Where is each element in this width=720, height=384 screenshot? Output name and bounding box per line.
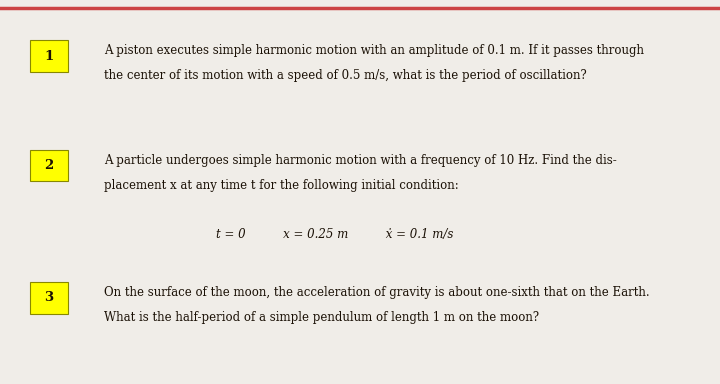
FancyBboxPatch shape — [30, 40, 68, 72]
Text: What is the half-period of a simple pendulum of length 1 m on the moon?: What is the half-period of a simple pend… — [104, 311, 539, 324]
Text: t = 0          x = 0.25 m          ẋ = 0.1 m/s: t = 0 x = 0.25 m ẋ = 0.1 m/s — [216, 228, 454, 242]
Text: 1: 1 — [45, 50, 53, 63]
FancyBboxPatch shape — [30, 282, 68, 314]
Text: 3: 3 — [45, 291, 53, 305]
Text: A particle undergoes simple harmonic motion with a frequency of 10 Hz. Find the : A particle undergoes simple harmonic mot… — [104, 154, 617, 167]
FancyBboxPatch shape — [30, 150, 68, 181]
Text: On the surface of the moon, the acceleration of gravity is about one-sixth that : On the surface of the moon, the accelera… — [104, 286, 650, 299]
Text: placement x at any time t for the following initial condition:: placement x at any time t for the follow… — [104, 179, 459, 192]
Text: the center of its motion with a speed of 0.5 m/s, what is the period of oscillat: the center of its motion with a speed of… — [104, 69, 587, 82]
Text: A piston executes simple harmonic motion with an amplitude of 0.1 m. If it passe: A piston executes simple harmonic motion… — [104, 44, 644, 57]
Text: 2: 2 — [45, 159, 53, 172]
